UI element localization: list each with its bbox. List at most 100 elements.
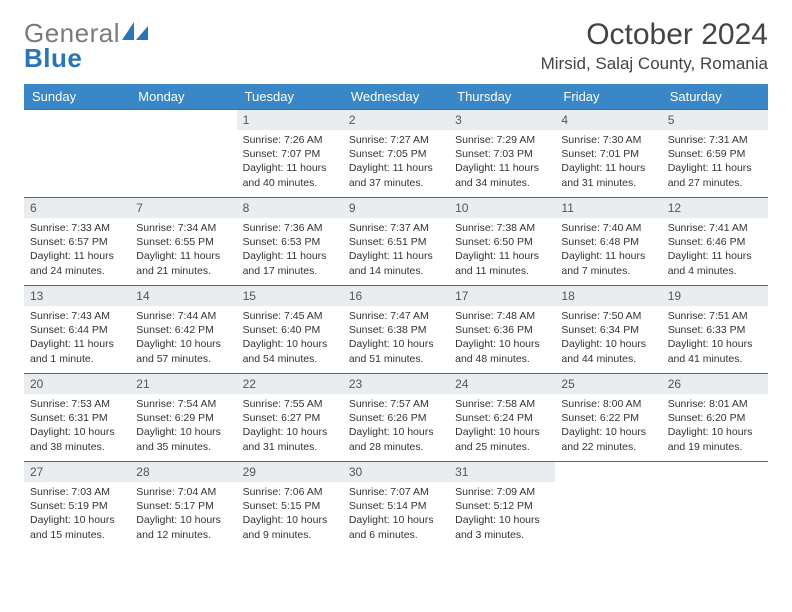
day-number: 7 [130,198,236,218]
calendar-day: 22Sunrise: 7:55 AMSunset: 6:27 PMDayligh… [237,374,343,462]
calendar-day: 12Sunrise: 7:41 AMSunset: 6:46 PMDayligh… [662,198,768,286]
calendar-day: 25Sunrise: 8:00 AMSunset: 6:22 PMDayligh… [555,374,661,462]
calendar-row: 13Sunrise: 7:43 AMSunset: 6:44 PMDayligh… [24,286,768,374]
day-number: 18 [555,286,661,306]
weekday-header: Friday [555,84,661,110]
calendar-day: 2Sunrise: 7:27 AMSunset: 7:05 PMDaylight… [343,110,449,198]
sunrise-line: Sunrise: 7:30 AM [561,133,655,147]
weekday-header: Monday [130,84,236,110]
sunrise-line: Sunrise: 7:38 AM [455,221,549,235]
sunset-line: Sunset: 5:17 PM [136,499,230,513]
sunset-line: Sunset: 6:48 PM [561,235,655,249]
sunrise-line: Sunrise: 8:00 AM [561,397,655,411]
sunrise-line: Sunrise: 7:50 AM [561,309,655,323]
day-details: Sunrise: 7:58 AMSunset: 6:24 PMDaylight:… [449,394,555,458]
daylight-line: Daylight: 11 hours and 40 minutes. [243,161,337,189]
weekday-header: Sunday [24,84,130,110]
sunrise-line: Sunrise: 7:55 AM [243,397,337,411]
sunset-line: Sunset: 6:24 PM [455,411,549,425]
sunset-line: Sunset: 6:31 PM [30,411,124,425]
location: Mirsid, Salaj County, Romania [541,54,768,74]
day-details: Sunrise: 7:47 AMSunset: 6:38 PMDaylight:… [343,306,449,370]
sunset-line: Sunset: 6:55 PM [136,235,230,249]
sunset-line: Sunset: 5:14 PM [349,499,443,513]
day-number: 15 [237,286,343,306]
calendar-day: 14Sunrise: 7:44 AMSunset: 6:42 PMDayligh… [130,286,236,374]
day-details: Sunrise: 7:34 AMSunset: 6:55 PMDaylight:… [130,218,236,282]
day-number: 27 [24,462,130,482]
daylight-line: Daylight: 11 hours and 1 minute. [30,337,124,365]
day-details: Sunrise: 7:44 AMSunset: 6:42 PMDaylight:… [130,306,236,370]
sunrise-line: Sunrise: 7:27 AM [349,133,443,147]
calendar-day: 18 Sunrise: 7:50 AMSunset: 6:34 PMDayligh… [555,286,661,374]
daylight-line: Daylight: 11 hours and 27 minutes. [668,161,762,189]
sunset-line: Sunset: 7:01 PM [561,147,655,161]
daylight-line: Daylight: 11 hours and 4 minutes. [668,249,762,277]
sunrise-line: Sunrise: 7:47 AM [349,309,443,323]
sunset-line: Sunset: 5:19 PM [30,499,124,513]
calendar-row: 27 Sunrise: 7:03 AMSunset: 5:19 PM Dayligh… [24,462,768,550]
sunrise-line: Sunrise: 7:34 AM [136,221,230,235]
day-details: Sunrise: 7:27 AMSunset: 7:05 PMDaylight:… [343,130,449,194]
sunrise-line: Sunrise: 7:03 AM [30,485,124,499]
sunrise-line: Sunrise: 7:51 AM [668,309,762,323]
calendar-day: 21Sunrise: 7:54 AMSunset: 6:29 PMDayligh… [130,374,236,462]
sunset-line: Sunset: 5:12 PM [455,499,549,513]
calendar-day: 10Sunrise: 7:38 AMSunset: 6:50 PMDayligh… [449,198,555,286]
day-details: Sunrise: 7:57 AMSunset: 6:26 PMDaylight:… [343,394,449,458]
sunrise-line: Sunrise: 7:06 AM [243,485,337,499]
day-details: Sunrise: 7:54 AMSunset: 6:29 PMDaylight:… [130,394,236,458]
daylight-line: Daylight: 10 hours and 35 minutes. [136,425,230,453]
day-number: 16 [343,286,449,306]
sunrise-line: Sunrise: 7:44 AM [136,309,230,323]
sunset-line: Sunset: 6:34 PM [561,323,655,337]
sunrise-line: Sunrise: 7:37 AM [349,221,443,235]
sunset-line: Sunset: 7:07 PM [243,147,337,161]
sail-icon [120,20,150,42]
calendar-day: 17Sunrise: 7:48 AMSunset: 6:36 PMDayligh… [449,286,555,374]
sunrise-line: Sunrise: 7:07 AM [349,485,443,499]
calendar-row: 6Sunrise: 7:33 AMSunset: 6:57 PMDaylight… [24,198,768,286]
daylight-line: Daylight: 10 hours and 51 minutes. [349,337,443,365]
daylight-line: Daylight: 10 hours and 12 minutes. [136,513,230,541]
weekday-header: Saturday [662,84,768,110]
day-number: 22 [237,374,343,394]
daylight-line: Daylight: 11 hours and 31 minutes. [561,161,655,189]
day-details: Sunrise: 7:26 AMSunset: 7:07 PMDaylight:… [237,130,343,194]
sunrise-line: Sunrise: 8:01 AM [668,397,762,411]
day-number: 23 [343,374,449,394]
sunrise-line: Sunrise: 7:57 AM [349,397,443,411]
day-details: Sunrise: 7:04 AMSunset: 5:17 PMDaylight:… [130,482,236,546]
daylight-line: Daylight: 10 hours and 28 minutes. [349,425,443,453]
day-details: Sunrise: 7:43 AMSunset: 6:44 PMDaylight:… [24,306,130,370]
calendar-day: 5Sunrise: 7:31 AMSunset: 6:59 PMDaylight… [662,110,768,198]
day-number: 1 [237,110,343,130]
day-number: 13 [24,286,130,306]
day-details: Sunrise: 7:06 AMSunset: 5:15 PMDaylight:… [237,482,343,546]
day-number: 26 [662,374,768,394]
day-details: Sunrise: 7:31 AMSunset: 6:59 PMDaylight:… [662,130,768,194]
daylight-line: Daylight: 10 hours and 19 minutes. [668,425,762,453]
calendar-day: 31Sunrise: 7:09 AMSunset: 5:12 PMDayligh… [449,462,555,550]
day-number: 5 [662,110,768,130]
day-number: 4 [555,110,661,130]
daylight-line: Daylight: 10 hours and 44 minutes. [561,337,655,365]
day-number: 31 [449,462,555,482]
calendar-day: 3Sunrise: 7:29 AMSunset: 7:03 PMDaylight… [449,110,555,198]
sunrise-line: Sunrise: 7:36 AM [243,221,337,235]
calendar-row: 20Sunrise: 7:53 AMSunset: 6:31 PMDayligh… [24,374,768,462]
sunrise-line: Sunrise: 7:58 AM [455,397,549,411]
day-details: Sunrise: 7:41 AMSunset: 6:46 PMDaylight:… [662,218,768,282]
calendar-day: 6Sunrise: 7:33 AMSunset: 6:57 PMDaylight… [24,198,130,286]
header: General Blue October 2024 Mirsid, Salaj … [24,18,768,74]
daylight-line: Daylight: 10 hours and 31 minutes. [243,425,337,453]
sunset-line: Sunset: 7:03 PM [455,147,549,161]
sunset-line: Sunset: 6:33 PM [668,323,762,337]
calendar-empty: .. [24,110,130,198]
daylight-line: Daylight: 11 hours and 34 minutes. [455,161,549,189]
daylight-line: Daylight: 10 hours and 48 minutes. [455,337,549,365]
daylight-line: Daylight: 10 hours and 54 minutes. [243,337,337,365]
daylight-line: Daylight: 10 hours and 38 minutes. [30,425,124,453]
weekday-header: Thursday [449,84,555,110]
day-number: 6 [24,198,130,218]
